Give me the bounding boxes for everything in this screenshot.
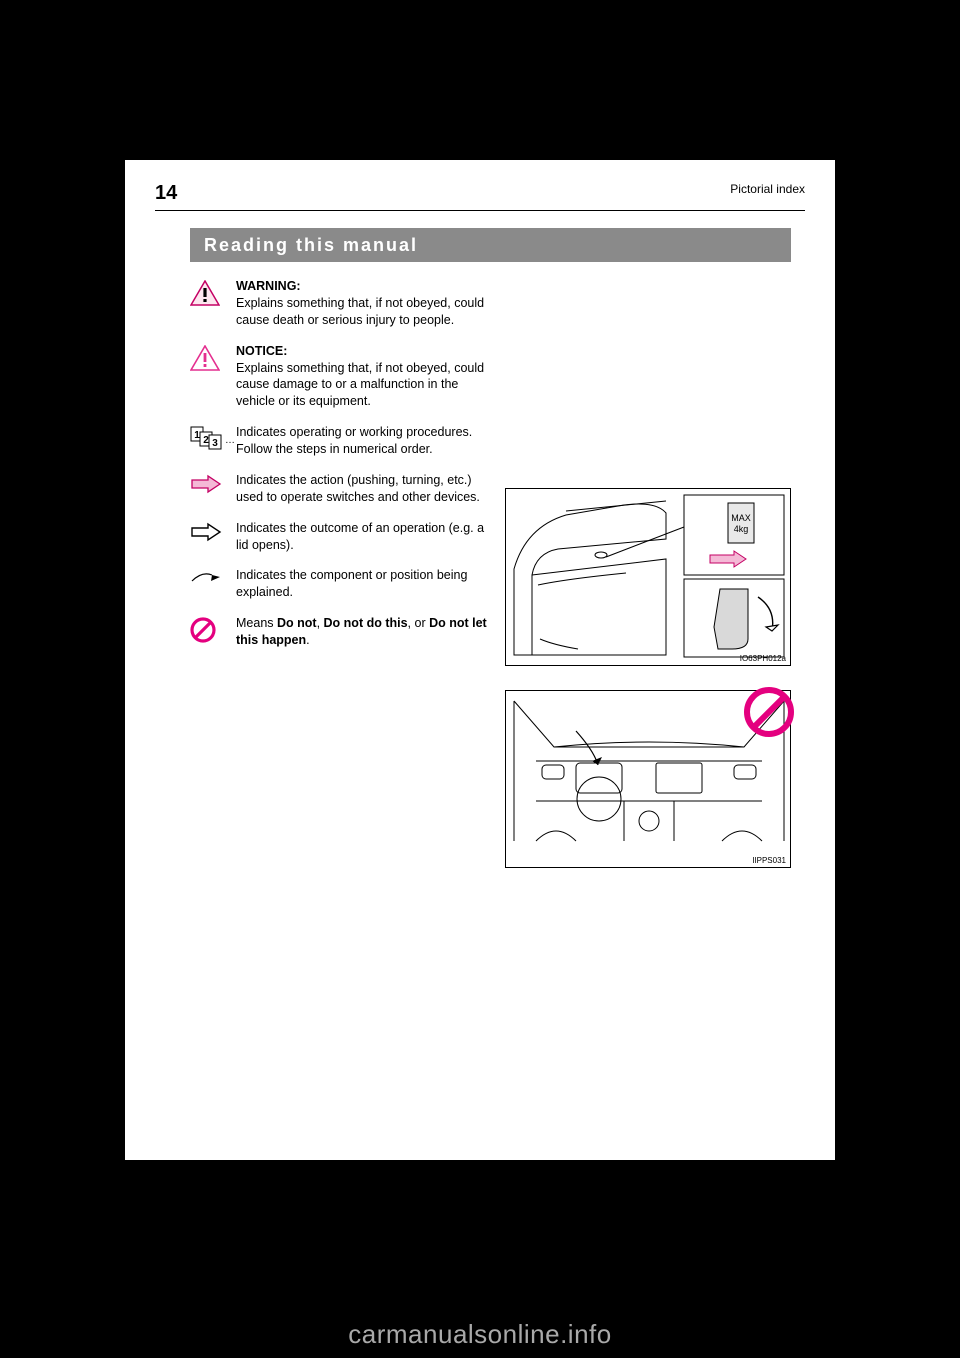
svg-text:3: 3 xyxy=(212,438,218,449)
figure-dashboard-prohibit: IIPPS031 xyxy=(505,690,791,868)
footer-site-text: carmanualsonline.info xyxy=(0,1319,960,1350)
header-rule xyxy=(155,210,805,211)
legend-text-prohibit: Means Do not, Do not do this, or Do not … xyxy=(236,615,490,649)
result-arrow-icon xyxy=(190,520,236,542)
section-title-bar: Reading this manual xyxy=(190,228,791,262)
figure-dashboard-caption: IIPPS031 xyxy=(752,856,786,865)
figures-column: MAX 4kg IO63PH012a xyxy=(505,278,791,874)
section-title-text: Reading this manual xyxy=(204,235,418,256)
legend-text-reference: Indicates the component or position bein… xyxy=(236,567,490,601)
svg-text:2: 2 xyxy=(203,435,209,446)
stage: 14 Pictorial index Reading this manual W… xyxy=(0,0,960,1358)
figure-trunk-hook-caption: IO63PH012a xyxy=(740,654,786,663)
figure-spacer xyxy=(505,278,791,488)
warning-icon xyxy=(190,278,236,306)
prohibit-icon xyxy=(190,615,236,643)
legend-text-push: Indicates the action (pushing, turning, … xyxy=(236,472,490,506)
legend-text-warning: WARNING:Explains something that, if not … xyxy=(236,278,490,329)
legend-row-reference: Indicates the component or position bein… xyxy=(190,567,490,601)
reference-arrow-icon xyxy=(190,567,236,585)
page-header-right: Pictorial index xyxy=(730,182,805,196)
svg-text:…: … xyxy=(225,435,234,446)
legend-column: WARNING:Explains something that, if not … xyxy=(190,278,490,663)
svg-text:MAX: MAX xyxy=(731,513,751,523)
push-arrow-icon xyxy=(190,472,236,494)
legend-text-notice: NOTICE:Explains something that, if not o… xyxy=(236,343,490,411)
legend-row-notice: NOTICE:Explains something that, if not o… xyxy=(190,343,490,411)
prohibit-badge xyxy=(742,685,796,744)
figure-trunk-hook-svg: MAX 4kg xyxy=(506,489,792,665)
steps-icon: 1 2 3 … xyxy=(190,424,236,450)
legend-row-result: Indicates the outcome of an operation (e… xyxy=(190,520,490,554)
legend-text-result: Indicates the outcome of an operation (e… xyxy=(236,520,490,554)
legend-row-steps: 1 2 3 … Indicates operating or working p… xyxy=(190,424,490,458)
page-number: 14 xyxy=(155,182,177,205)
svg-text:4kg: 4kg xyxy=(734,524,749,534)
legend-row-prohibit: Means Do not, Do not do this, or Do not … xyxy=(190,615,490,649)
svg-text:1: 1 xyxy=(194,430,200,441)
notice-icon xyxy=(190,343,236,371)
manual-page: 14 Pictorial index Reading this manual W… xyxy=(125,160,835,1160)
legend-text-steps: Indicates operating or working procedure… xyxy=(236,424,490,458)
figure-trunk-hook: MAX 4kg IO63PH012a xyxy=(505,488,791,666)
legend-row-warning: WARNING:Explains something that, if not … xyxy=(190,278,490,329)
legend-row-push: Indicates the action (pushing, turning, … xyxy=(190,472,490,506)
